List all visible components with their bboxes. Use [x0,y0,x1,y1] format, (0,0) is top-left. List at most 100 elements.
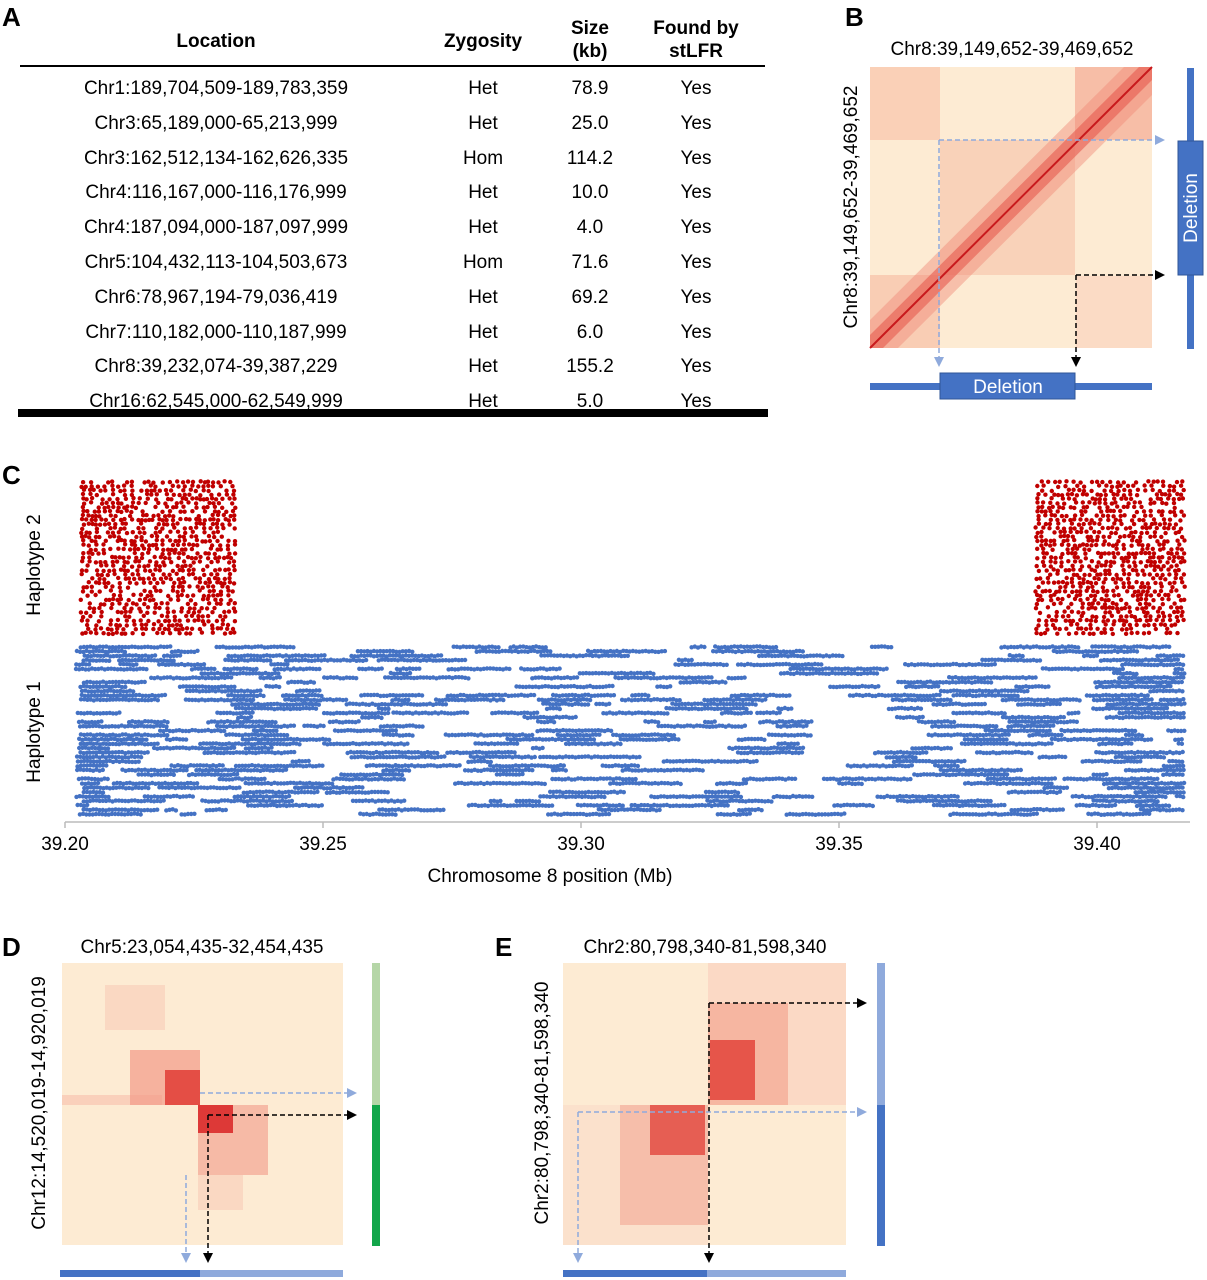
haplotype-1-point [290,693,295,698]
haplotype-1-point [962,737,968,742]
haplotype-2-point [1127,622,1133,628]
haplotype-1-point [960,710,966,716]
haplotype-1-point [112,666,117,672]
haplotype-1-point [1005,728,1011,733]
haplotype-1-point [1161,662,1167,668]
haplotype-2-point [1106,542,1112,547]
haplotype-1-point [235,654,241,659]
haplotype-1-point [249,732,255,737]
haplotype-2-point [1107,534,1112,540]
haplotype-1-point [547,715,553,720]
haplotype-2-point [123,496,129,501]
haplotype-2-point [121,627,126,632]
haplotype-1-point [1095,698,1100,703]
haplotype-1-point [379,702,385,707]
haplotype-1-point [980,657,985,662]
haplotype-2-point [1088,622,1093,628]
haplotype-1-point [1009,688,1014,693]
haplotype-1-point [116,649,121,654]
haplotype-2-point [172,614,177,619]
haplotype-1-point [662,648,668,654]
haplotype-1-point [976,662,981,667]
haplotype-2-point [1133,563,1138,569]
haplotype-2-point [1122,605,1128,611]
haplotype-2-point [1048,572,1053,577]
haplotype-2-point [1094,542,1099,548]
haplotype-2-point [105,530,111,535]
haplotype-1-point [411,702,417,707]
haplotype-1-point [185,649,191,655]
haplotype-2-point [176,538,182,544]
haplotype-1-point [1119,692,1125,698]
haplotype-2-point [1086,601,1092,607]
haplotype-1-point [987,723,993,729]
haplotype-1-point [573,701,578,706]
haplotype-1-point [630,648,636,654]
haplotype-2-point [1141,609,1147,615]
haplotype-1-point [78,697,84,702]
haplotype-1-point [1006,732,1011,737]
haplotype-1-point [1013,719,1019,724]
haplotype-1-point [234,697,240,703]
haplotype-1-point [387,732,393,737]
haplotype-2-point [181,551,186,556]
haplotype-2-point [170,623,175,628]
haplotype-1-point [1019,702,1024,707]
haplotype-2-point [176,484,181,489]
haplotype-1-point [394,693,399,698]
haplotype-1-point [400,733,406,738]
haplotype-2-point [1148,534,1153,539]
haplotype-1-point [1122,649,1127,654]
haplotype-1-point [152,741,157,747]
haplotype-1-point [678,724,684,729]
haplotype-1-point [420,724,425,729]
haplotype-2-point [94,631,99,636]
haplotype-1-point [1139,684,1144,689]
haplotype-1-point [117,697,122,702]
haplotype-1-point [1091,697,1097,703]
haplotype-2-point [1157,542,1162,547]
haplotype-2-point [1139,504,1144,510]
haplotype-1-point [294,702,299,707]
haplotype-2-point [81,508,86,514]
haplotype-1-point [1093,680,1098,685]
haplotype-2-point [165,496,171,502]
haplotype-2-point [143,568,148,573]
haplotype-1-point [158,733,164,738]
haplotype-1-point [98,697,103,703]
haplotype-1-point [496,645,501,650]
haplotype-2-point [230,508,236,514]
haplotype-1-point [1180,689,1185,694]
haplotype-1-point [310,702,315,707]
haplotype-1-point [455,710,460,716]
haplotype-2-point [1078,567,1083,573]
haplotype-1-point [328,675,333,680]
haplotype-1-point [623,733,629,738]
haplotype-2-point [86,513,91,518]
haplotype-1-point [85,710,90,716]
haplotype-2-point [156,619,161,624]
haplotype-1-point [209,676,215,681]
haplotype-1-point [381,693,386,698]
haplotype-2-point [1129,543,1134,548]
haplotype-2-point [168,576,173,582]
haplotype-2-point [1048,538,1053,544]
haplotype-1-point [515,711,521,716]
haplotype-1-point [293,693,299,698]
haplotype-1-point [918,693,923,698]
haplotype-1-point [907,714,913,720]
haplotype-1-point [355,728,360,734]
haplotype-1-point [422,654,428,659]
haplotype-1-point [836,671,841,676]
haplotype-1-point [264,683,269,689]
haplotype-1-point [169,662,175,667]
haplotype-2-point [1045,627,1050,632]
haplotype-2-point [151,626,156,632]
haplotype-1-point [840,653,845,659]
haplotype-1-point [81,644,87,650]
haplotype-1-point [588,737,593,742]
haplotype-1-point [386,657,391,663]
haplotype-1-point [1040,733,1045,738]
haplotype-2-point [1152,567,1157,573]
haplotype-2-point [226,588,231,593]
